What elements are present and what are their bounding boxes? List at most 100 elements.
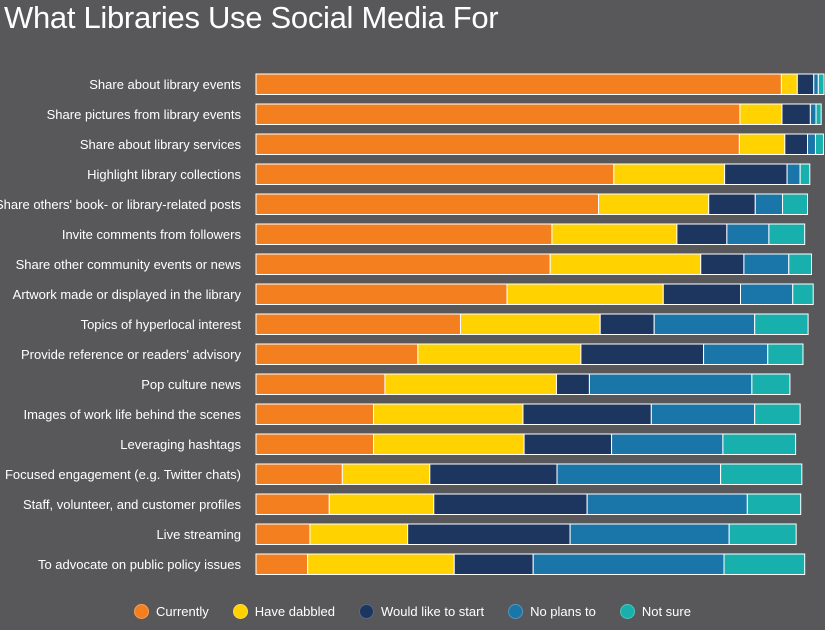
bar-segment-no-plans-to — [743, 253, 790, 275]
bar-segment-have-dabbled — [384, 373, 557, 395]
category-label: Highlight library collections — [87, 167, 241, 182]
bar-segment-currently — [255, 433, 375, 455]
bar-row-pop-culture-news: Pop culture news — [141, 373, 791, 395]
bar-segment-not-sure — [817, 73, 825, 95]
bar-segment-currently — [255, 313, 461, 335]
bar-segment-no-plans-to — [726, 223, 770, 245]
bar-segment-currently — [255, 133, 740, 155]
bar-segment-not-sure — [814, 133, 824, 155]
bar-row-share-others-book-or-library-related-posts: Share others' book- or library-related p… — [0, 193, 809, 215]
bar-row-share-about-library-services: Share about library services — [80, 133, 824, 155]
bar-row-provide-reference-or-readers-advisory: Provide reference or readers' advisory — [21, 343, 804, 365]
bar-segment-currently — [255, 283, 508, 305]
bar-segment-would-like-to-start — [796, 73, 815, 95]
bar-segment-have-dabbled — [459, 313, 601, 335]
bar-row-artwork-made-or-displayed-in-the-library: Artwork made or displayed in the library — [13, 283, 814, 305]
bar-segment-have-dabbled — [551, 223, 678, 245]
bar-segment-have-dabbled — [613, 163, 726, 185]
bar-segment-no-plans-to — [653, 313, 756, 335]
bar-segment-currently — [255, 553, 309, 575]
category-label: Invite comments from followers — [62, 227, 242, 242]
bar-segment-no-plans-to — [786, 163, 801, 185]
bar-segment-currently — [255, 373, 386, 395]
legend-swatch — [134, 604, 149, 619]
bar-segment-not-sure — [799, 163, 811, 185]
legend-label: Currently — [156, 604, 209, 619]
bar-segment-currently — [255, 163, 615, 185]
legend-swatch — [619, 604, 635, 619]
bar-segment-no-plans-to — [813, 73, 819, 95]
bar-segment-no-plans-to — [586, 493, 748, 515]
bar-segment-have-dabbled — [549, 253, 702, 275]
bar-segment-have-dabbled — [780, 73, 798, 95]
bar-segment-currently — [255, 193, 599, 215]
bar-segment-not-sure — [720, 463, 803, 485]
bar-segment-no-plans-to — [754, 193, 784, 215]
bar-segment-not-sure — [722, 433, 797, 455]
bar-segment-no-plans-to — [588, 373, 753, 395]
bar-segment-would-like-to-start — [523, 433, 613, 455]
bar-segment-currently — [255, 253, 551, 275]
bar-row-staff-volunteer-and-customer-profiles: Staff, volunteer, and customer profiles — [23, 493, 802, 515]
bar-segment-no-plans-to — [740, 283, 794, 305]
chart-legend: Currently Have dabbled Would like to start… — [0, 604, 825, 619]
bar-segment-no-plans-to — [650, 403, 756, 425]
legend-label: No plans to — [530, 604, 596, 619]
bar-segment-would-like-to-start — [429, 463, 558, 485]
bar-segment-have-dabbled — [598, 193, 710, 215]
bar-segment-have-dabbled — [309, 523, 409, 545]
bar-row-share-other-community-events-or-news: Share other community events or news — [16, 253, 813, 275]
bar-segment-no-plans-to — [569, 523, 730, 545]
category-label: Focused engagement (e.g. Twitter chats) — [5, 467, 241, 482]
bar-row-share-pictures-from-library-events: Share pictures from library events — [47, 103, 822, 125]
category-label: Staff, volunteer, and customer profiles — [23, 497, 241, 512]
bar-segment-would-like-to-start — [784, 133, 809, 155]
bar-row-share-about-library-events: Share about library events — [89, 73, 825, 95]
legend-label: Not sure — [641, 604, 691, 619]
legend-label: Have dabbled — [254, 604, 335, 619]
legend-swatch — [358, 604, 374, 619]
bar-segment-not-sure — [754, 403, 801, 425]
legend-item-currently: Currently — [134, 604, 209, 619]
bar-segment-have-dabbled — [506, 283, 664, 305]
legend-item-not-sure: Not sure — [619, 604, 691, 619]
category-label: Share others' book- or library-related p… — [0, 197, 242, 212]
category-label: Share other community events or news — [16, 257, 242, 272]
bar-segment-not-sure — [728, 523, 797, 545]
legend-label: Would like to start — [380, 604, 485, 619]
bar-segment-not-sure — [751, 373, 791, 395]
category-label: Pop culture news — [141, 377, 241, 392]
bar-segment-would-like-to-start — [580, 343, 705, 365]
bar-segment-not-sure — [792, 283, 814, 305]
bar-segment-have-dabbled — [307, 553, 455, 575]
bar-segment-would-like-to-start — [724, 163, 788, 185]
bar-segment-would-like-to-start — [708, 193, 756, 215]
bar-segment-no-plans-to — [532, 553, 725, 575]
category-label: Share about library services — [80, 137, 242, 152]
bar-row-invite-comments-from-followers: Invite comments from followers — [62, 223, 806, 245]
bar-segment-currently — [255, 463, 343, 485]
bar-segment-would-like-to-start — [522, 403, 652, 425]
bar-segment-have-dabbled — [373, 403, 524, 425]
legend-swatch — [508, 604, 524, 619]
bar-segment-not-sure — [754, 313, 809, 335]
bar-segment-currently — [255, 103, 741, 125]
bar-segment-would-like-to-start — [662, 283, 742, 305]
bar-segment-would-like-to-start — [676, 223, 728, 245]
bar-segment-have-dabbled — [373, 433, 525, 455]
category-label: Images of work life behind the scenes — [23, 407, 241, 422]
legend-item-have-dabbled: Have dabbled — [232, 604, 335, 619]
bar-segment-would-like-to-start — [599, 313, 655, 335]
bar-segment-no-plans-to — [556, 463, 722, 485]
stacked-bar-chart: Share about library events Share pictures… — [0, 73, 825, 575]
bar-row-leveraging-hashtags: Leveraging hashtags — [120, 433, 797, 455]
category-label: Live streaming — [156, 527, 241, 542]
bar-row-images-of-work-life-behind-the-scenes: Images of work life behind the scenes — [23, 403, 801, 425]
bar-row-focused-engagement-e-g-twitter-chats: Focused engagement (e.g. Twitter chats) — [5, 463, 803, 485]
bar-segment-currently — [255, 223, 553, 245]
bar-segment-would-like-to-start — [407, 523, 571, 545]
category-label: Artwork made or displayed in the library — [13, 287, 242, 302]
bar-row-live-streaming: Live streaming — [156, 523, 797, 545]
bar-segment-would-like-to-start — [700, 253, 745, 275]
bar-segment-no-plans-to — [807, 133, 816, 155]
